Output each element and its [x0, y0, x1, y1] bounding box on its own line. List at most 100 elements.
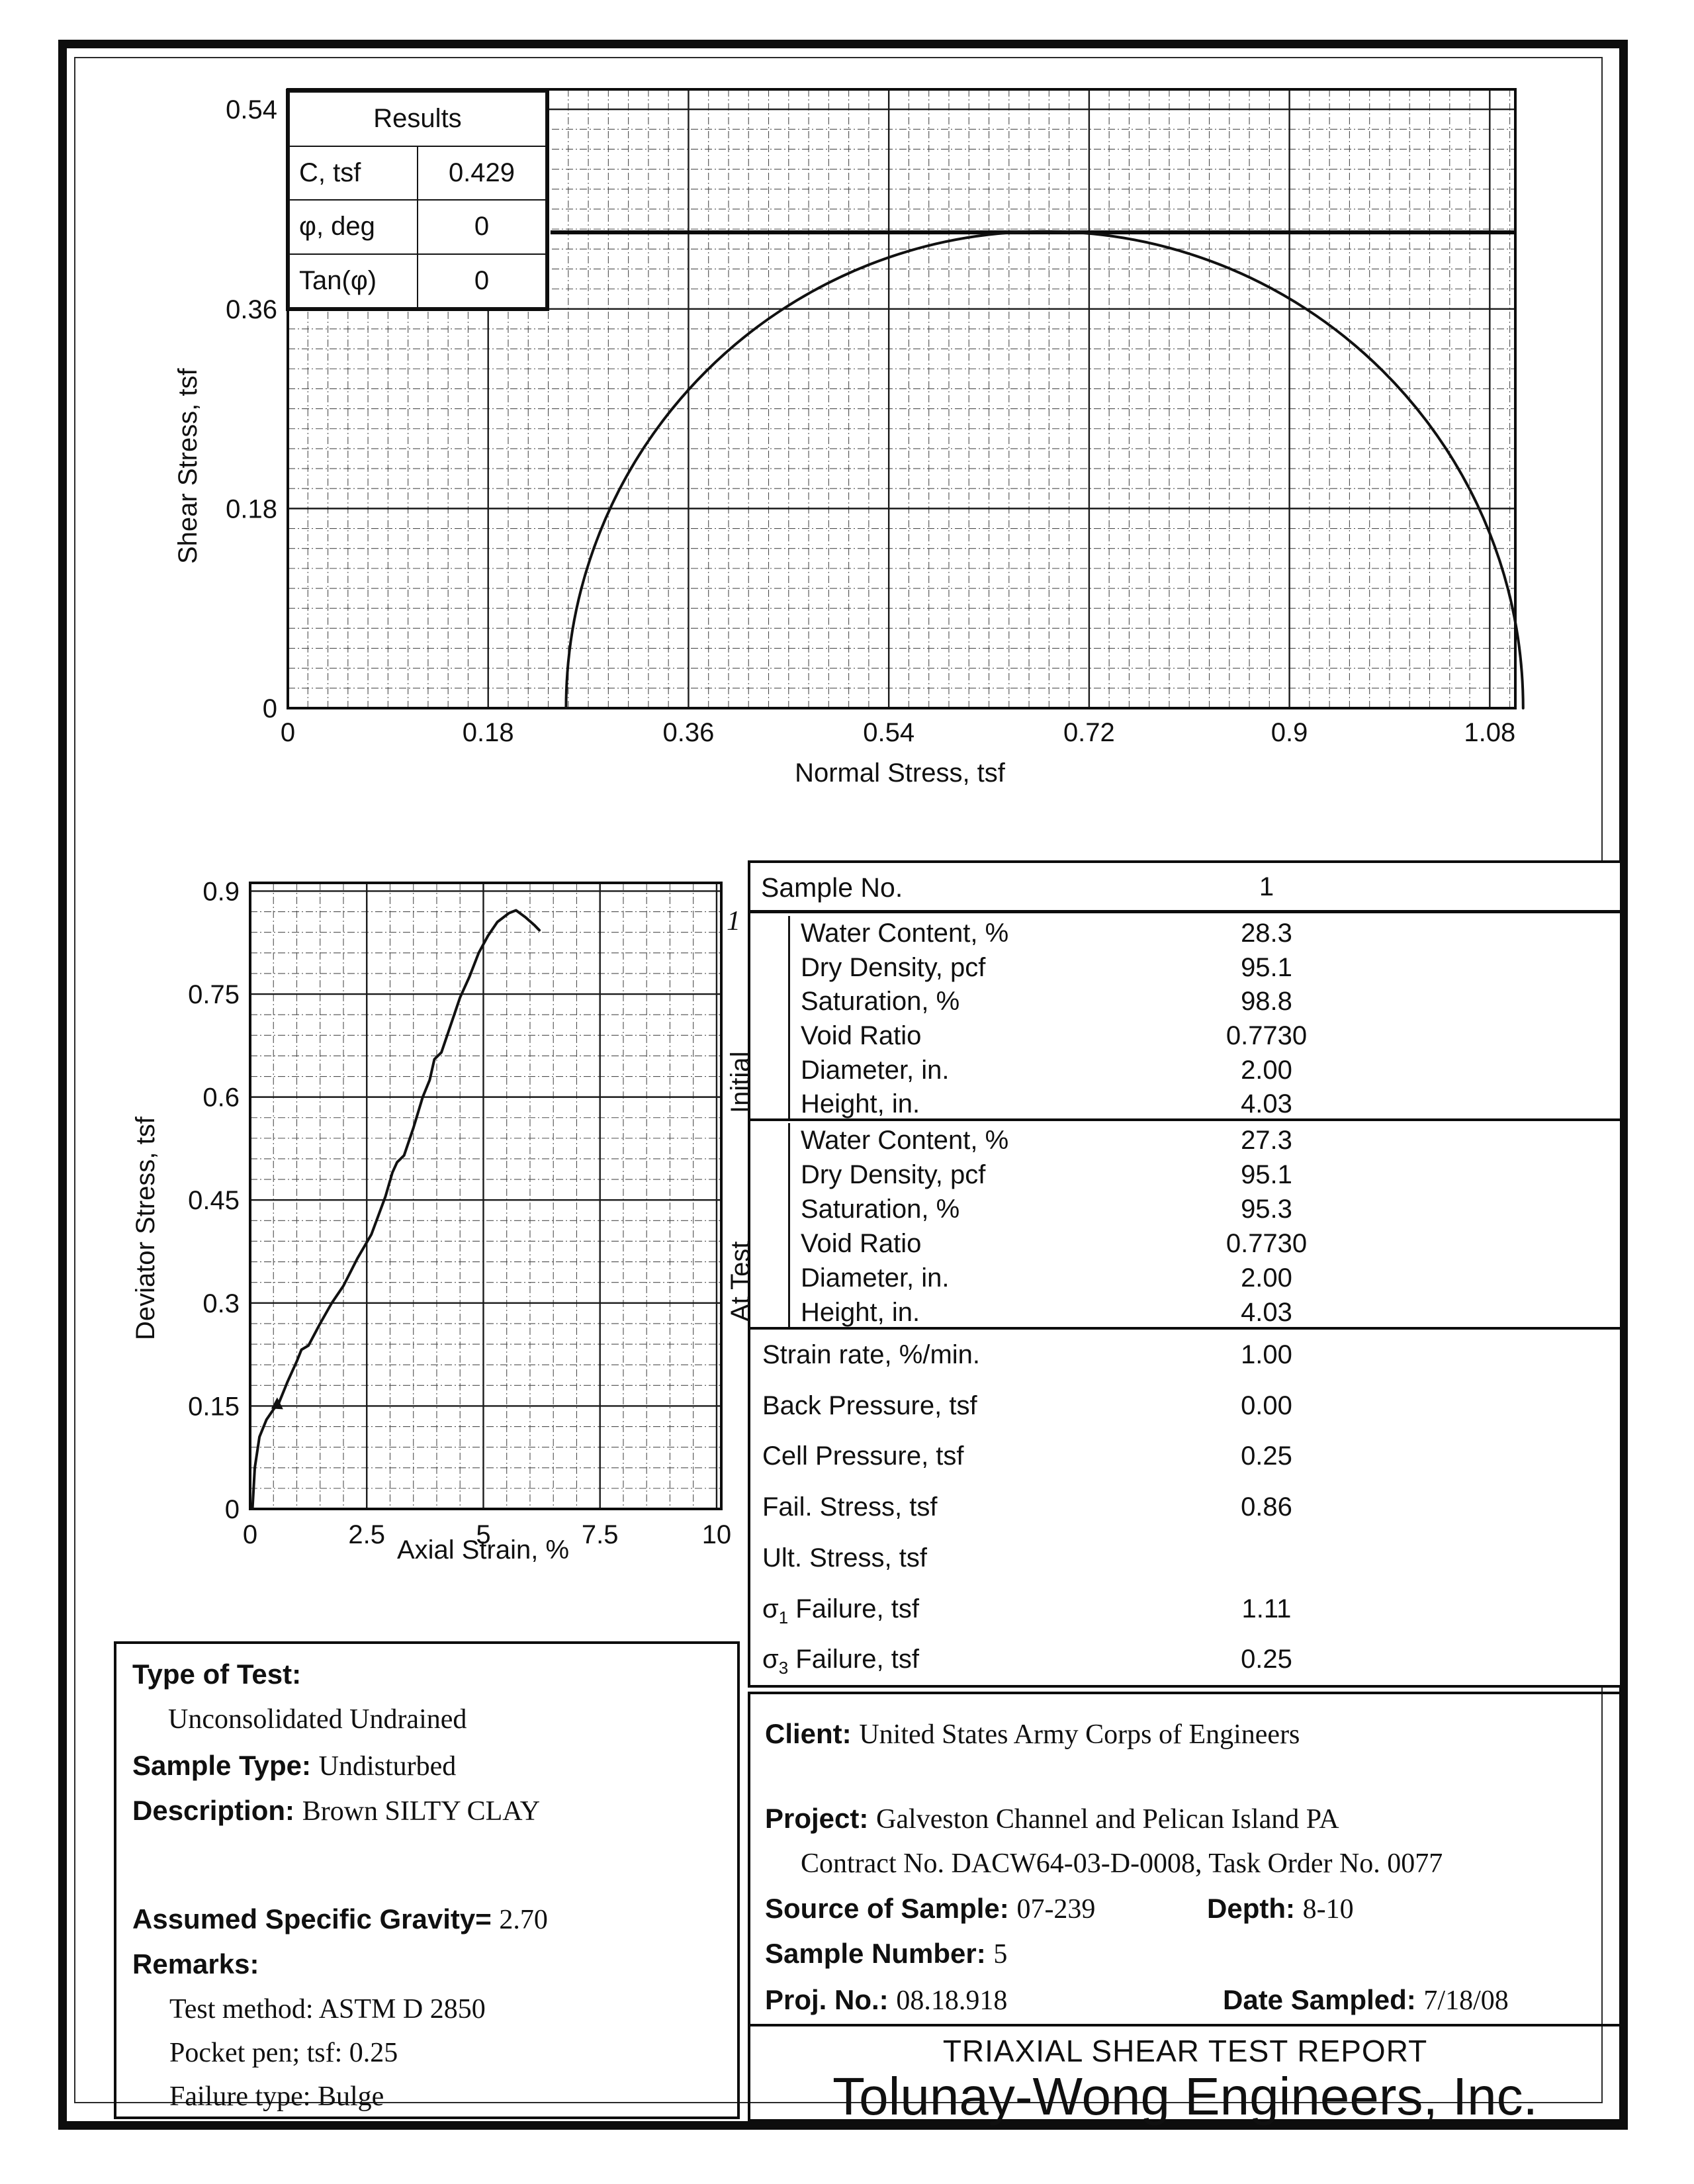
property-label: Ult. Stress, tsf — [762, 1543, 927, 1572]
property-label: σ3 Failure, tsf — [762, 1645, 919, 1678]
results-table: Results C, tsf 0.429 φ, deg 0 Tan(φ) 0 — [286, 89, 549, 311]
curve-sample-number-label: 1 — [727, 906, 740, 936]
date-sampled-value: 7/18/08 — [1423, 1985, 1509, 2016]
property-value: 28.3 — [1241, 919, 1292, 948]
property-value: 4.03 — [1241, 1298, 1292, 1327]
sample-number-row: Sample Number: 5 — [765, 1938, 1007, 1970]
remark-item: Pocket pen; tsf: 0.25 — [169, 2038, 398, 2068]
section-label: At Test — [726, 1241, 755, 1322]
project-value: Galveston Channel and Pelican Island PA — [876, 1804, 1339, 1835]
depth-value: 8-10 — [1302, 1894, 1354, 1925]
contract-line: Contract No. DACW64-03-D-0008, Task Orde… — [801, 1848, 1443, 1879]
proj-no-row: Proj. No.: 08.18.918 — [765, 1984, 1007, 2017]
sample-no-row: Sample No. 1 — [750, 863, 1620, 913]
description-value: Brown SILTY CLAY — [302, 1796, 541, 1827]
property-value: 1.00 — [1241, 1340, 1292, 1369]
property-value: 0.7730 — [1226, 1229, 1308, 1258]
depth-label: Depth: — [1207, 1893, 1295, 1924]
project-info-panel: Client: United States Army Corps of Engi… — [748, 1692, 1623, 2126]
property-label: Water Content, % — [801, 919, 1009, 948]
sample-number-label: Sample Number: — [765, 1938, 986, 1969]
property-value: 95.1 — [1241, 1160, 1292, 1189]
test-info-panel: Type of Test: Unconsolidated Undrained S… — [114, 1641, 740, 2119]
property-value: 0.25 — [1241, 1645, 1292, 1674]
property-label: Void Ratio — [801, 1021, 922, 1050]
sample-data-table: Sample No. 1 Initial Water Content, % 28.3… — [726, 860, 1623, 1688]
sample-no-value: 1 — [1259, 872, 1274, 901]
property-value: 95.3 — [1241, 1195, 1292, 1224]
property-value: 0.00 — [1241, 1390, 1292, 1420]
property-value: 2.00 — [1241, 1055, 1292, 1085]
specific-gravity-label: Assumed Specific Gravity= — [132, 1903, 492, 1934]
project-row: Project: Galveston Channel and Pelican I… — [765, 1803, 1339, 1835]
date-sampled-label: Date Sampled: — [1223, 1984, 1416, 2015]
results-row-label: φ, deg — [289, 199, 418, 255]
divider — [750, 2024, 1620, 2026]
source-of-sample-value: 07-239 — [1016, 1894, 1096, 1925]
page-outer-border — [58, 40, 1628, 2130]
client-label: Client: — [765, 1718, 852, 1749]
type-of-test-value: Unconsolidated Undrained — [168, 1704, 467, 1735]
strain-x-axis-title: Axial Strain, % — [396, 1535, 570, 1565]
proj-no-value: 08.18.918 — [896, 1985, 1008, 2016]
property-label: Dry Density, pcf — [801, 1160, 986, 1189]
property-label: Diameter, in. — [801, 1055, 950, 1085]
sample-type-value: Undisturbed — [318, 1751, 457, 1782]
results-row-label: Tan(φ) — [289, 253, 418, 308]
section-rotated-label-column: Initial — [726, 916, 790, 1118]
property-value: 0.7730 — [1226, 1021, 1308, 1050]
property-value: 98.8 — [1241, 987, 1292, 1017]
sample-type-label: Sample Type: — [132, 1750, 311, 1781]
property-value: 27.3 — [1241, 1126, 1292, 1155]
source-of-sample-label: Source of Sample: — [765, 1893, 1009, 1924]
property-value: 0.86 — [1241, 1492, 1292, 1522]
property-label: Height, in. — [801, 1089, 920, 1119]
property-value: 95.1 — [1241, 952, 1292, 982]
property-label: Back Pressure, tsf — [762, 1390, 977, 1420]
sample-type-row: Sample Type: Undisturbed — [132, 1750, 456, 1782]
sample-table-section-at-test: At Test Water Content, % 27.3 Dry Density, … — [726, 1123, 1620, 1330]
client-value: United States Army Corps of Engineers — [859, 1719, 1300, 1750]
description-label: Description: — [132, 1795, 295, 1826]
property-label: Diameter, in. — [801, 1263, 950, 1293]
description-row: Description: Brown SILTY CLAY — [132, 1795, 540, 1827]
specific-gravity-row: Assumed Specific Gravity= 2.70 — [132, 1903, 548, 1936]
type-of-test-label: Type of Test: — [132, 1659, 302, 1690]
proj-no-label: Proj. No.: — [765, 1984, 889, 2015]
property-label: Cell Pressure, tsf — [762, 1441, 964, 1471]
property-label: Fail. Stress, tsf — [762, 1492, 938, 1522]
property-label: Water Content, % — [801, 1126, 1009, 1155]
property-label: Height, in. — [801, 1298, 920, 1327]
remark-item: Test method: ASTM D 2850 — [169, 1994, 486, 2025]
specific-gravity-value: 2.70 — [499, 1905, 548, 1935]
remark-item: Failure type: Bulge — [169, 2081, 384, 2112]
company-name: Tolunay-Wong Engineers, Inc. — [832, 2067, 1538, 2126]
depth-row: Depth: 8-10 — [1207, 1893, 1354, 1925]
strain-y-axis-title: Deviator Stress, tsf — [131, 1116, 160, 1340]
project-label: Project: — [765, 1803, 869, 1834]
property-value: 2.00 — [1241, 1263, 1292, 1293]
section-label: Initial — [726, 1051, 755, 1113]
sample-table-section-initial: Initial Water Content, % 28.3 Dry Density, … — [726, 916, 1620, 1121]
cohesion-value: 0.429 — [417, 145, 547, 201]
property-label: Saturation, % — [801, 1195, 960, 1224]
phi-value: 0 — [417, 199, 547, 255]
property-value: 4.03 — [1241, 1089, 1292, 1119]
sample-no-label: Sample No. — [761, 872, 903, 903]
mohr-y-axis-title: Shear Stress, tsf — [173, 368, 202, 564]
results-title: Results — [289, 91, 547, 147]
results-row-label: C, tsf — [289, 145, 418, 201]
property-value: 1.11 — [1241, 1594, 1292, 1623]
source-of-sample-row: Source of Sample: 07-239 — [765, 1893, 1095, 1925]
property-label: Dry Density, pcf — [801, 952, 986, 982]
property-value: 0.25 — [1241, 1441, 1292, 1471]
section-rotated-label-column: At Test — [726, 1123, 790, 1327]
sample-number-value: 5 — [993, 1939, 1008, 1970]
property-label: σ1 Failure, tsf — [762, 1594, 919, 1627]
report-title: TRIAXIAL SHEAR TEST REPORT — [942, 2034, 1428, 2068]
remarks-label: Remarks: — [132, 1948, 259, 1979]
client-row: Client: United States Army Corps of Engi… — [765, 1718, 1300, 1751]
tan-phi-value: 0 — [417, 253, 547, 308]
property-label: Strain rate, %/min. — [762, 1340, 981, 1369]
